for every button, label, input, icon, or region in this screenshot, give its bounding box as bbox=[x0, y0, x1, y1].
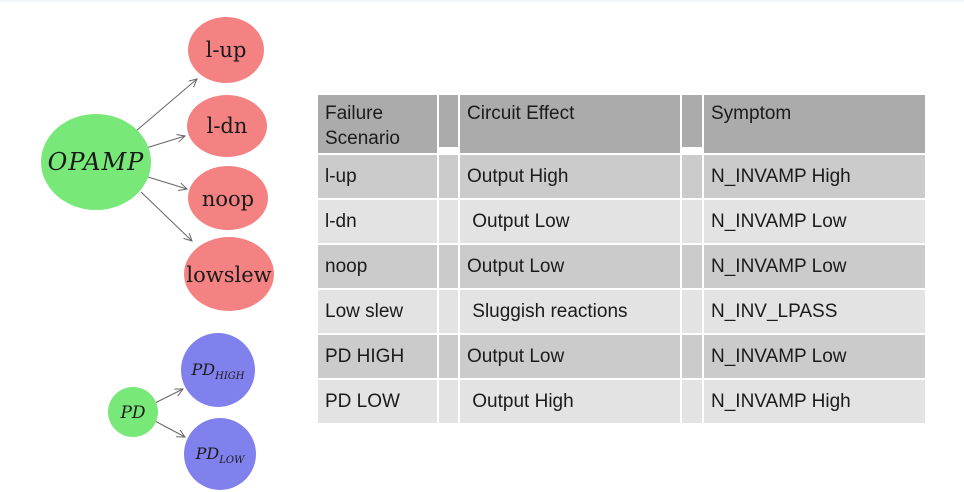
table-cell-effect: Output High bbox=[460, 380, 680, 423]
edge-opamp-lowslew bbox=[140, 191, 192, 241]
header-circuit-effect: Circuit Effect bbox=[460, 95, 680, 153]
node-pdhigh-label-main: PD bbox=[191, 360, 216, 379]
node-pdlow-label-sub: LOW bbox=[218, 455, 245, 466]
table-cell-effect: Sluggish reactions bbox=[460, 290, 680, 333]
table-cell-spacer bbox=[439, 290, 458, 333]
node-pdlow-label: PDLOW bbox=[195, 444, 245, 466]
table-cell-symptom: N_INVAMP High bbox=[704, 380, 925, 423]
table-cell-symptom: N_INVAMP Low bbox=[704, 200, 925, 243]
node-lowslew-ellipse bbox=[184, 237, 274, 311]
table-cell-spacer bbox=[439, 380, 458, 423]
table-cell-spacer bbox=[439, 245, 458, 288]
table-cell-scenario: l-dn bbox=[318, 200, 437, 243]
table-cell-effect: Output High bbox=[460, 155, 680, 198]
node-pdhigh-label-sub: HIGH bbox=[214, 371, 245, 382]
opamp-edges bbox=[135, 79, 197, 241]
node-pdlow-ellipse bbox=[184, 418, 256, 490]
node-noop-label: noop bbox=[202, 187, 254, 211]
table-cell-spacer bbox=[682, 155, 702, 198]
node-lup: l-up bbox=[188, 17, 264, 83]
node-opamp: OPAMP bbox=[41, 114, 151, 210]
node-pdlow: PDLOW bbox=[184, 418, 256, 490]
table-cell-spacer bbox=[682, 335, 702, 378]
table-cell-spacer bbox=[439, 335, 458, 378]
node-opamp-label: OPAMP bbox=[48, 148, 145, 176]
failure-mode-diagram: OPAMP l-up l-dn noop lowslew PD PDHIGH P… bbox=[41, 17, 274, 490]
node-ldn-label: l-dn bbox=[207, 114, 248, 138]
edge-opamp-ldn bbox=[145, 136, 185, 149]
node-lowslew-label: lowslew bbox=[186, 263, 271, 287]
table-cell-scenario: noop bbox=[318, 245, 437, 288]
header-spacer-2 bbox=[682, 95, 702, 147]
node-lup-ellipse bbox=[188, 17, 264, 83]
node-ldn-ellipse bbox=[187, 95, 267, 157]
node-lowslew: lowslew bbox=[184, 237, 274, 311]
table-cell-spacer bbox=[682, 380, 702, 423]
table-cell-scenario: l-up bbox=[318, 155, 437, 198]
header-failure-scenario: Failure Scenario bbox=[318, 95, 437, 153]
pd-edges bbox=[154, 389, 185, 437]
table-cell-spacer bbox=[682, 290, 702, 333]
node-pdhigh: PDHIGH bbox=[181, 333, 255, 407]
table-cell-scenario: PD HIGH bbox=[318, 335, 437, 378]
table-cell-effect: Output Low bbox=[460, 200, 680, 243]
table-cell-scenario: PD LOW bbox=[318, 380, 437, 423]
node-pd: PD bbox=[108, 387, 158, 437]
top-edge-tint bbox=[0, 0, 964, 3]
edge-pd-pdlow bbox=[154, 420, 185, 437]
table-cell-symptom: N_INVAMP High bbox=[704, 155, 925, 198]
table-cell-spacer bbox=[682, 245, 702, 288]
edge-opamp-lup bbox=[135, 79, 197, 132]
node-lup-label: l-up bbox=[206, 38, 247, 62]
table-cell-spacer bbox=[439, 200, 458, 243]
node-pdhigh-label: PDHIGH bbox=[191, 360, 245, 382]
node-pdhigh-ellipse bbox=[181, 333, 255, 407]
node-pdlow-label-main: PD bbox=[195, 444, 220, 463]
table-cell-symptom: N_INVAMP Low bbox=[704, 335, 925, 378]
node-noop: noop bbox=[188, 166, 268, 230]
header-spacer-1 bbox=[439, 95, 458, 147]
table-cell-effect: Output Low bbox=[460, 245, 680, 288]
node-opamp-ellipse bbox=[41, 114, 151, 210]
failure-scenario-table: Failure Scenario Circuit Effect Symptom … bbox=[318, 95, 925, 423]
node-pd-label: PD bbox=[119, 403, 145, 423]
node-pd-ellipse bbox=[108, 387, 158, 437]
table-cell-spacer bbox=[682, 200, 702, 243]
node-ldn: l-dn bbox=[187, 95, 267, 157]
table-cell-symptom: N_INVAMP Low bbox=[704, 245, 925, 288]
table-cell-effect: Output Low bbox=[460, 335, 680, 378]
table-cell-symptom: N_INV_LPASS bbox=[704, 290, 925, 333]
edge-pd-pdhigh bbox=[154, 389, 183, 404]
header-symptom: Symptom bbox=[704, 95, 925, 153]
node-noop-ellipse bbox=[188, 166, 268, 230]
table-cell-scenario: Low slew bbox=[318, 290, 437, 333]
table-cell-spacer bbox=[439, 155, 458, 198]
edge-opamp-noop bbox=[147, 176, 187, 189]
